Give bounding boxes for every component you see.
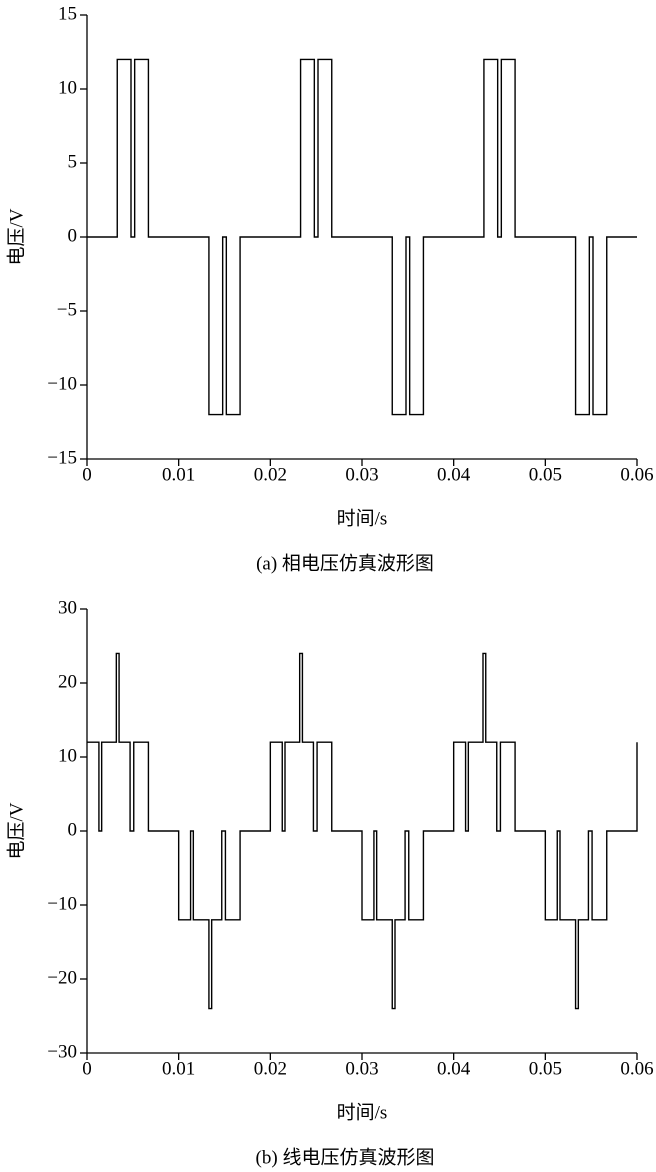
y-tick-label: −10 [47,893,77,914]
y-tick-label: 0 [68,819,78,840]
y-tick-label: 30 [58,597,77,618]
x-tick-label: 0.03 [345,464,378,485]
x-tick-label: 0 [82,1058,92,1079]
y-tick-label: −30 [47,1041,77,1062]
x-tick-label: 0.02 [254,464,287,485]
x-tick-label: 0.04 [437,1058,471,1079]
y-tick-label: −15 [47,447,77,468]
caption: (b) 线电压仿真波形图 [256,1146,435,1168]
x-tick-label: 0.05 [529,1058,562,1079]
x-tick-label: 0.06 [620,464,653,485]
x-tick-label: 0 [82,464,92,485]
y-axis-label: 电压/V [5,802,27,859]
y-tick-label: −10 [47,373,77,394]
y-tick-label: 15 [58,3,77,24]
y-axis-label: 电压/V [5,208,27,265]
x-axis-label: 时间/s [337,507,388,529]
y-tick-label: 0 [68,225,78,246]
y-tick-label: 10 [58,77,77,98]
x-tick-label: 0.01 [162,464,195,485]
x-tick-label: 0.06 [620,1058,653,1079]
waveform [87,58,637,416]
x-tick-label: 0.04 [437,464,471,485]
y-tick-label: 20 [58,671,77,692]
y-tick-label: −5 [57,299,77,320]
waveform [87,652,638,1010]
x-tick-label: 0.05 [529,464,562,485]
caption: (a) 相电压仿真波形图 [256,552,434,574]
x-tick-label: 0.01 [162,1058,195,1079]
x-axis-label: 时间/s [337,1101,388,1123]
y-tick-label: 5 [68,151,78,172]
y-tick-label: −20 [47,967,77,988]
x-tick-label: 0.02 [254,1058,287,1079]
x-tick-label: 0.03 [345,1058,378,1079]
y-tick-label: 10 [58,745,77,766]
